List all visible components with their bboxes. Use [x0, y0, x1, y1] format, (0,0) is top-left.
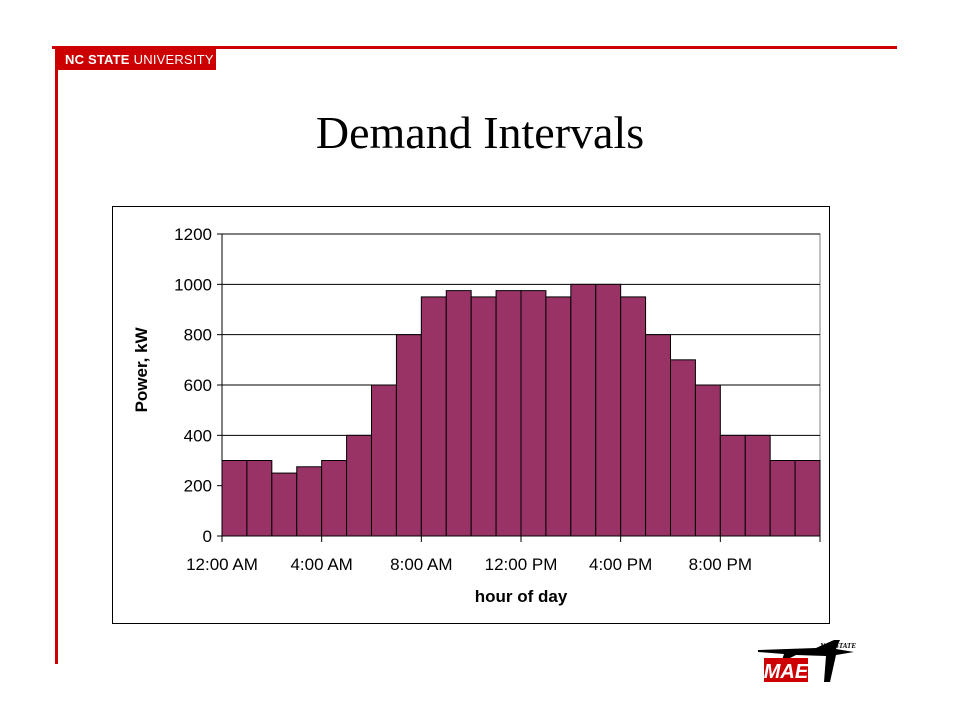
top-red-rule — [52, 46, 897, 49]
y-tick-label-1: 200 — [184, 477, 212, 496]
slide-title: Demand Intervals — [315, 107, 645, 158]
x-axis-title: hour of day — [475, 587, 568, 606]
bar-7 — [395, 334, 422, 537]
brand-bold: NC STATE — [65, 52, 130, 67]
bar-21 — [744, 434, 771, 537]
bar-13 — [545, 296, 572, 537]
bar-14 — [570, 283, 597, 537]
logo-top-text: N.C. STATE — [819, 642, 856, 650]
bar-15 — [595, 283, 622, 537]
x-tick-label-3: 12:00 PM — [485, 555, 558, 574]
bar-1 — [246, 460, 273, 537]
bar-19 — [694, 384, 721, 537]
bar-8 — [420, 296, 447, 537]
bar-10 — [470, 296, 497, 537]
y-axis-title: Power, kW — [132, 326, 151, 412]
y-tick-label-0: 0 — [203, 527, 212, 546]
bar-2 — [271, 472, 298, 537]
bar-chart: 0 200 400 600 800 1000 1200 12:00 AM 4:00 AM 8:00… — [132, 225, 821, 606]
bar-23 — [794, 460, 821, 537]
bar-16 — [620, 296, 647, 537]
x-tick-label-0: 12:00 AM — [186, 555, 258, 574]
bar-9 — [445, 290, 472, 537]
bar-layer — [221, 283, 821, 537]
bar-5 — [346, 434, 372, 537]
bar-6 — [371, 384, 397, 537]
bar-12 — [520, 290, 547, 537]
bar-3 — [296, 466, 323, 537]
label-layer: 0 200 400 600 800 1000 1200 12:00 AM 4:00 AM 8:00… — [174, 225, 752, 574]
x-tick-label-1: 4:00 AM — [290, 555, 352, 574]
left-red-rule — [55, 46, 58, 664]
mae-logo: N.C. STATE MAE — [758, 640, 856, 683]
y-tick-label-4: 800 — [184, 326, 212, 345]
y-tick-label-3: 600 — [184, 376, 212, 395]
bar-11 — [495, 290, 522, 537]
bar-20 — [719, 434, 746, 537]
bar-4 — [321, 460, 348, 537]
x-tick-label-2: 8:00 AM — [390, 555, 452, 574]
x-tick-label-4: 4:00 PM — [589, 555, 652, 574]
bar-18 — [670, 359, 696, 537]
x-tick-label-5: 8:00 PM — [689, 555, 752, 574]
chart-frame: 0 200 400 600 800 1000 1200 12:00 AM 4:00 AM 8:00… — [112, 206, 830, 624]
logo-mark-text: MAE — [764, 661, 809, 683]
bar-17 — [645, 334, 671, 537]
brand-regular: UNIVERSITY — [133, 52, 214, 67]
y-tick-label-2: 400 — [184, 426, 212, 445]
university-brand-tag: NC STATE UNIVERSITY — [58, 49, 216, 70]
bar-0 — [221, 460, 248, 537]
bar-22 — [769, 460, 796, 537]
axis-layer — [217, 233, 821, 542]
y-tick-label-5: 1000 — [174, 275, 212, 294]
y-tick-label-6: 1200 — [174, 225, 212, 244]
